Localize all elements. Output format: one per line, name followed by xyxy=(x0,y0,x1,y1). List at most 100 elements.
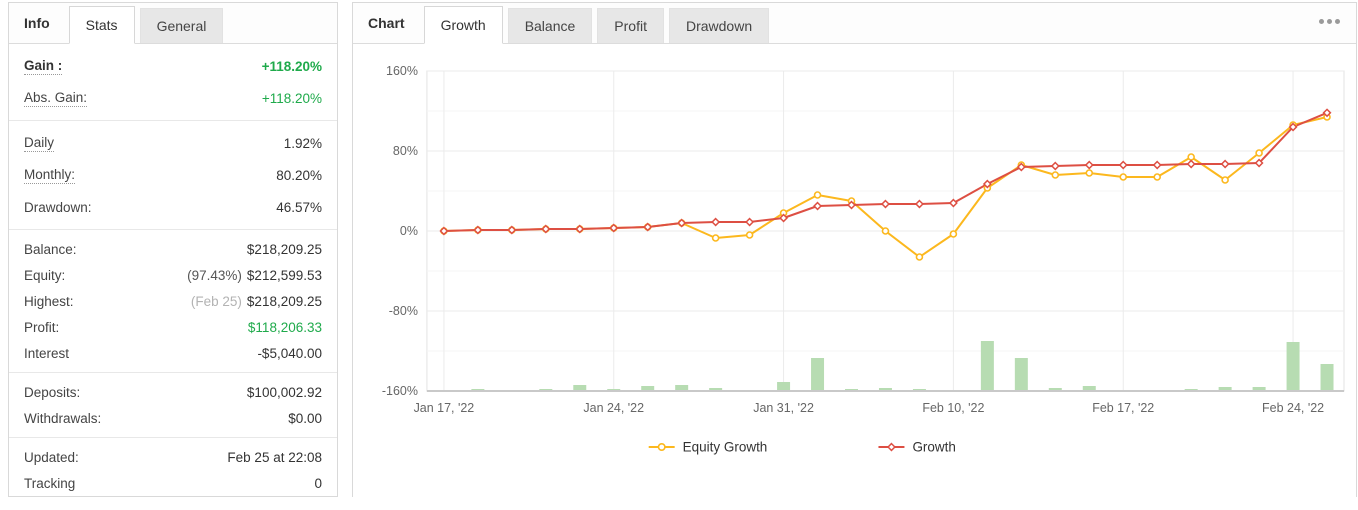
svg-text:Jan 17, '22: Jan 17, '22 xyxy=(414,401,475,415)
stats-section: Updated: Feb 25 at 22:08 Tracking 0 xyxy=(9,437,337,502)
stat-label: Withdrawals: xyxy=(24,410,102,426)
stat-value: 46.57% xyxy=(276,199,322,215)
volume-bar xyxy=(1082,386,1096,391)
stat-value: 0 xyxy=(314,475,322,491)
stat-label: Monthly: xyxy=(24,166,76,184)
stat-value-group: -$5,040.00 xyxy=(257,346,322,361)
stat-value-group: Feb 25 at 22:08 xyxy=(227,450,322,465)
legend-item-growth[interactable]: Growth xyxy=(878,439,956,455)
volume-bar xyxy=(641,386,655,391)
svg-text:Growth: Growth xyxy=(912,439,955,454)
stat-label: Abs. Gain: xyxy=(24,89,88,107)
stat-value-group: 80.20% xyxy=(276,168,322,183)
tab-profit[interactable]: Profit xyxy=(597,8,664,43)
svg-text:Jan 31, '22: Jan 31, '22 xyxy=(753,401,814,415)
tab-growth[interactable]: Growth xyxy=(423,6,503,44)
volume-bar xyxy=(777,382,791,391)
stats-rows: Gain : +118.20% Abs. Gain: +118.20% Daily 1.9… xyxy=(9,44,337,506)
volume-bar xyxy=(1048,388,1062,391)
stat-value: +118.20% xyxy=(261,90,322,106)
volume-bar xyxy=(675,385,689,391)
panel-title-info: Info xyxy=(24,15,50,31)
stat-value-group: $118,206.33 xyxy=(248,320,322,335)
stat-value: 80.20% xyxy=(276,167,322,183)
stat-row-daily: Daily 1.92% xyxy=(24,127,322,159)
stat-label: Balance: xyxy=(24,241,77,257)
volume-bar xyxy=(1218,387,1232,391)
tab-balance[interactable]: Balance xyxy=(507,8,593,43)
stat-label: Gain : xyxy=(24,57,63,75)
more-options-icon[interactable] xyxy=(1316,19,1340,24)
svg-text:160%: 160% xyxy=(386,64,418,78)
stat-value: $0.00 xyxy=(288,410,322,426)
stat-value: $212,599.53 xyxy=(246,267,322,283)
stat-value-group: $100,002.92 xyxy=(247,385,322,400)
stat-row-updated: Updated: Feb 25 at 22:08 xyxy=(24,444,322,470)
grid-minor xyxy=(426,110,1345,352)
stat-row-balance: Balance: $218,209.25 xyxy=(24,236,322,262)
stat-row-abs-gain: Abs. Gain: +118.20% xyxy=(24,82,322,114)
stat-value-group: 1.92% xyxy=(284,136,322,151)
svg-text:0%: 0% xyxy=(400,224,418,238)
volume-bar xyxy=(811,358,825,391)
stat-value-group: $0.00 xyxy=(288,411,322,426)
stat-row-profit: Profit: $118,206.33 xyxy=(24,314,322,340)
stat-label: Updated: xyxy=(24,449,79,465)
tab-drawdown[interactable]: Drawdown xyxy=(668,8,770,43)
stat-row-deposits: Deposits: $100,002.92 xyxy=(24,379,322,405)
stats-tabbar: Info Stats General xyxy=(9,3,337,44)
stat-value: $218,209.25 xyxy=(246,241,322,257)
stat-row-highest: Highest: (Feb 25) $218,209.25 xyxy=(24,288,322,314)
stat-value-group: 0 xyxy=(314,476,322,491)
stats-section: Balance: $218,209.25 Equity: (97.43%) $212,5… xyxy=(9,229,337,372)
stat-value-group: (97.43%) $212,599.53 xyxy=(187,268,322,283)
stat-label: Tracking xyxy=(24,475,76,491)
stats-panel: Info Stats General Gain : +118.20% Abs. Gain… xyxy=(8,2,338,497)
svg-text:Feb 17, '22: Feb 17, '22 xyxy=(1092,401,1154,415)
svg-text:-160%: -160% xyxy=(382,384,418,398)
tab-general[interactable]: General xyxy=(139,8,224,43)
svg-text:Feb 10, '22: Feb 10, '22 xyxy=(922,401,984,415)
stat-value-prefix: (97.43%) xyxy=(187,267,242,283)
stat-value-group: $218,209.25 xyxy=(247,242,322,257)
stat-label: Daily xyxy=(24,134,55,152)
svg-text:80%: 80% xyxy=(393,144,418,158)
legend-item-equity-growth[interactable]: Equity Growth xyxy=(648,439,768,455)
stat-value-group: (Feb 25) $218,209.25 xyxy=(191,294,322,309)
stats-section: Daily 1.92% Monthly: 80.20% Drawdown: 46.57% xyxy=(9,120,337,229)
stat-row-equity: Equity: (97.43%) $212,599.53 xyxy=(24,262,322,288)
svg-text:-80%: -80% xyxy=(389,304,418,318)
stat-row-monthly: Monthly: 80.20% xyxy=(24,159,322,191)
stat-row-withdrawals: Withdrawals: $0.00 xyxy=(24,405,322,431)
x-axis-ticks: Jan 17, '22 Jan 24, '22 Jan 31, '22 Feb 10,… xyxy=(414,401,1325,415)
stat-value: $118,206.33 xyxy=(247,319,322,335)
stat-value: +118.20% xyxy=(261,58,322,74)
growth-chart: 160% 80% 0% -80% -160% Jan 17, '22 Jan 24, '22… xyxy=(353,44,1356,498)
stat-label: Equity: xyxy=(24,267,66,283)
stat-value-group: 46.57% xyxy=(276,200,322,215)
tab-stats[interactable]: Stats xyxy=(68,6,135,44)
stat-label: Profit: xyxy=(24,319,60,335)
stat-value: Feb 25 at 22:08 xyxy=(227,449,322,465)
volume-bar xyxy=(1286,342,1300,391)
svg-text:Jan 24, '22: Jan 24, '22 xyxy=(583,401,644,415)
widget-root: Info Stats General Gain : +118.20% Abs. Gain… xyxy=(8,2,1357,498)
svg-text:Equity Growth: Equity Growth xyxy=(683,439,768,454)
volume-bar xyxy=(1252,387,1266,391)
stat-label: Interest xyxy=(24,345,70,361)
stats-section: Gain : +118.20% Abs. Gain: +118.20% xyxy=(9,44,337,120)
stat-value-group: +118.20% xyxy=(262,91,322,106)
stat-value: 1.92% xyxy=(283,135,322,151)
stats-section: Deposits: $100,002.92 Withdrawals: $0.00 xyxy=(9,372,337,437)
stat-label: Deposits: xyxy=(24,384,81,400)
volume-bar xyxy=(980,341,994,391)
stat-label: Drawdown: xyxy=(24,199,92,215)
volume-bar xyxy=(1014,358,1028,391)
chart-tabbar: Chart Growth Balance Profit Drawdown xyxy=(353,3,1356,44)
stat-value-prefix: (Feb 25) xyxy=(190,293,242,309)
stat-value: $218,209.25 xyxy=(246,293,322,309)
volume-bar xyxy=(1320,364,1334,391)
stat-value: -$5,040.00 xyxy=(257,345,322,361)
volume-bar xyxy=(878,388,892,391)
stat-row-drawdown: Drawdown: 46.57% xyxy=(24,191,322,223)
